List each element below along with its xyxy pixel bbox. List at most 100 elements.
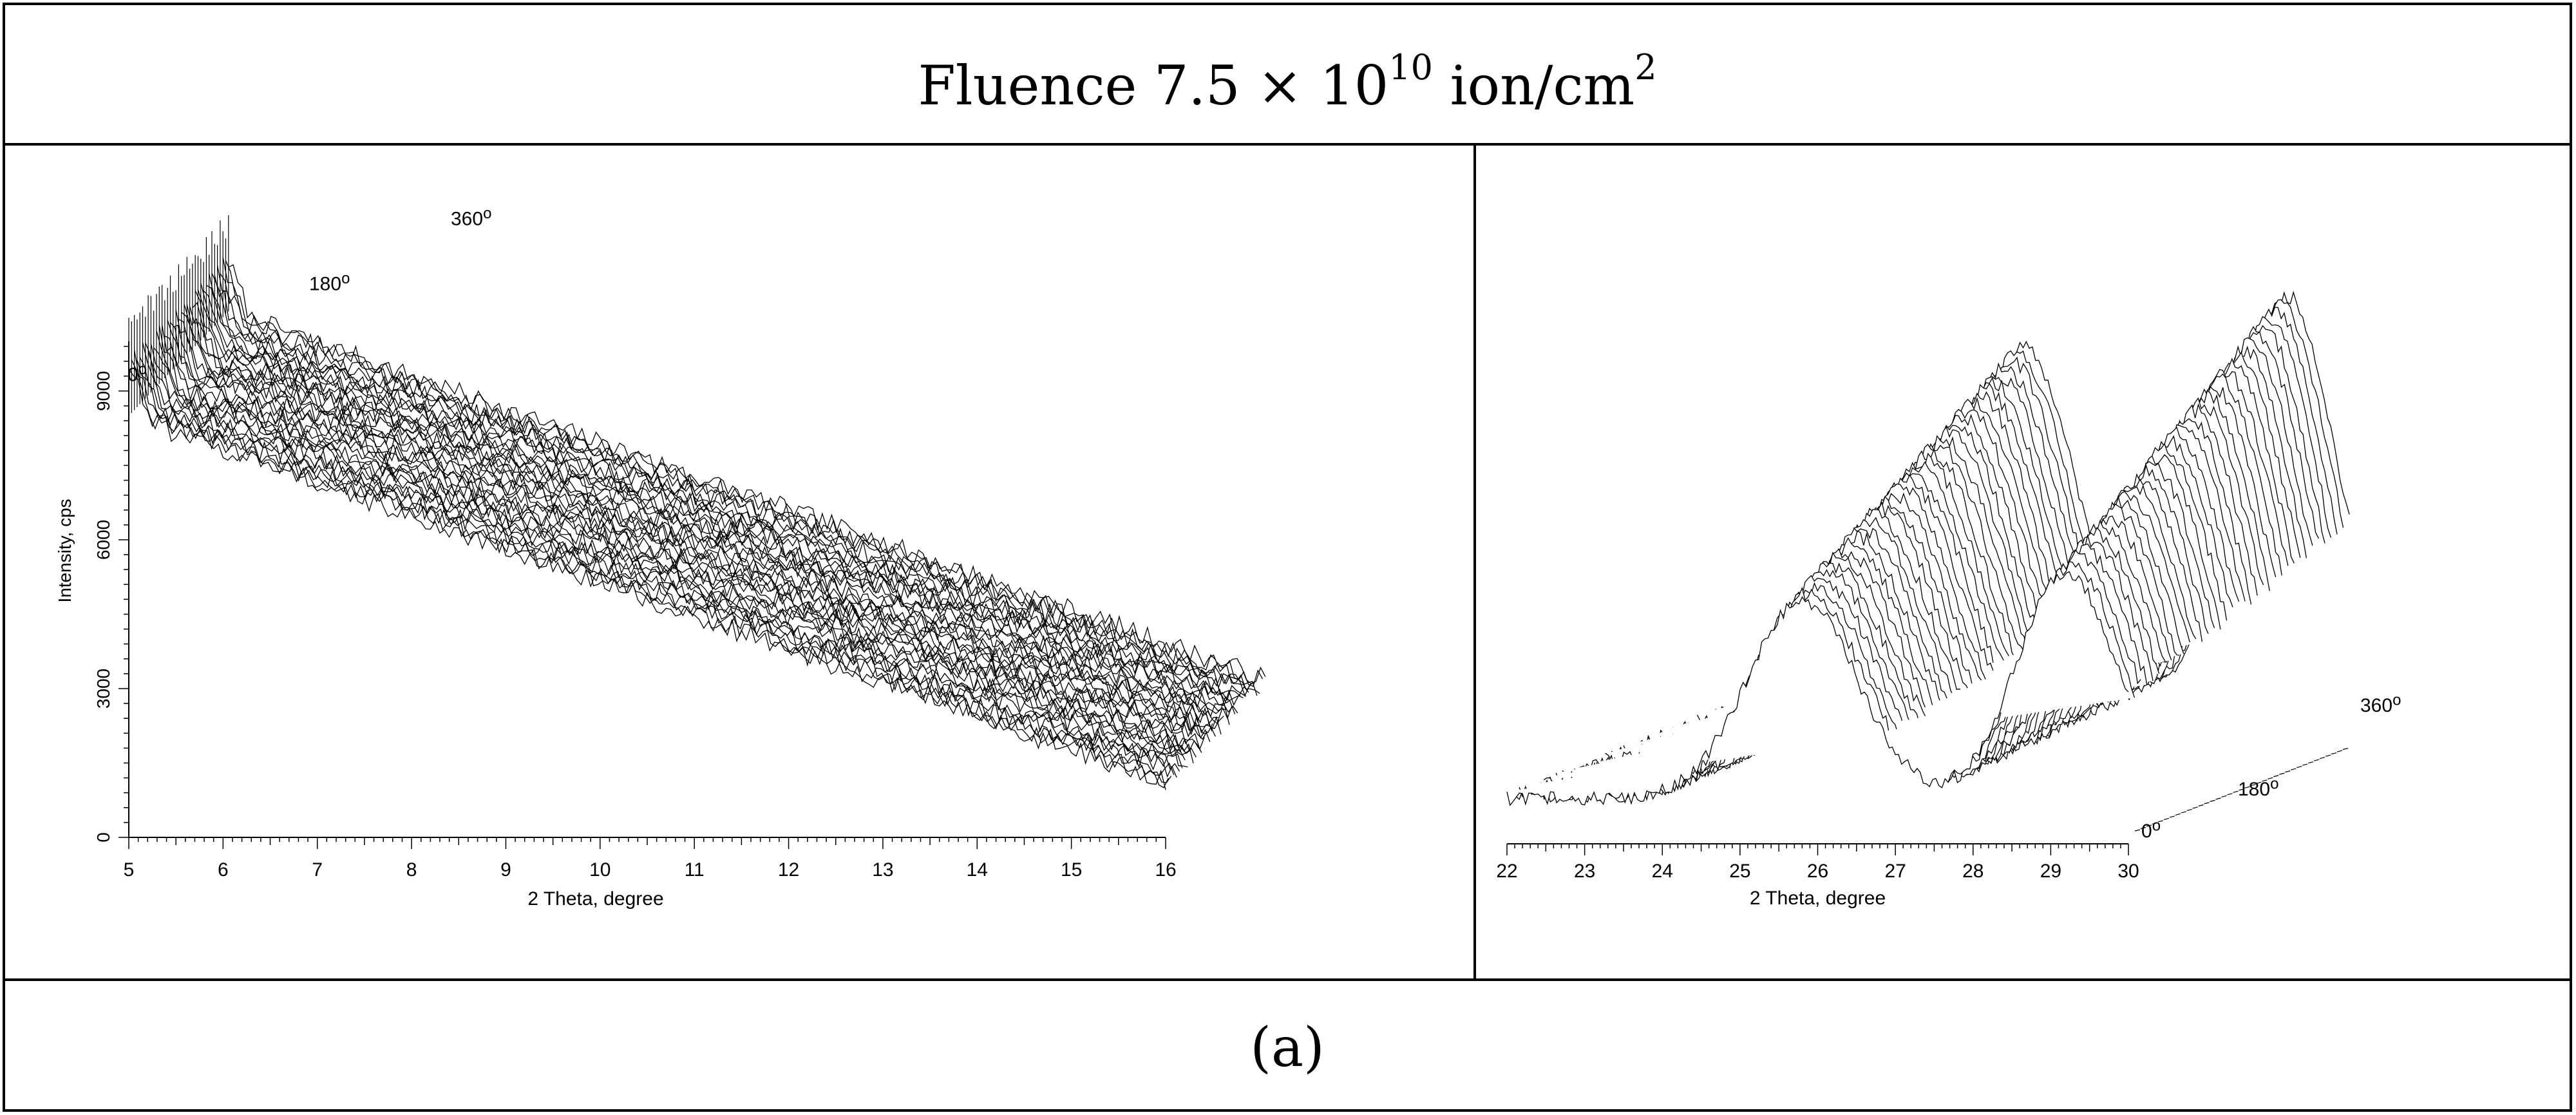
left-x-tick-label: 9 [500, 859, 511, 881]
right-depth-tick [2239, 788, 2244, 791]
left-y-tick-label: 6000 [93, 520, 113, 560]
left-labels: 5 6 7 8 9 10 11 12 13 14 15 16 0 3000 6000 9000 2 Theta,… [58, 205, 1177, 910]
left-x-tick-label: 6 [218, 859, 229, 881]
right-x-axis-label: 2 Theta, degree [1750, 888, 1886, 909]
left-depth-label-0: 0o [128, 361, 147, 386]
right-depth-tick [2221, 795, 2227, 797]
left-series-line [142, 342, 1180, 772]
left-series-line [206, 285, 1244, 707]
left-series-line [131, 359, 1169, 788]
footer-divider [5, 978, 2570, 981]
right-x-tick-label: 29 [2040, 861, 2061, 882]
left-x-tick-label: 14 [967, 859, 988, 881]
right-depth-tick [2157, 820, 2164, 823]
left-x-tick-label: 10 [589, 859, 611, 881]
left-series-line [128, 368, 1166, 790]
right-depth-tick [2319, 757, 2325, 759]
right-depth-tick [2198, 804, 2204, 806]
right-depth-tick [2291, 768, 2297, 770]
left-x-axis-label: 2 Theta, degree [527, 888, 663, 910]
right-depth-label-180: 180o [2238, 776, 2278, 801]
left-series-line [186, 304, 1224, 730]
left-x-tick-label: 16 [1155, 859, 1176, 881]
figure-title: Fluence 7.5 × 1010 ion/cm2 [918, 47, 1657, 117]
right-x-tick-label: 25 [1729, 861, 1750, 882]
chart-left-waterfall: 5 6 7 8 9 10 11 12 13 14 15 16 0 3000 6000 9000 2 Theta,… [58, 205, 1266, 910]
left-y-axis-label: Intensity, cps [58, 499, 75, 602]
right-depth-tick [2169, 815, 2175, 818]
left-x-tick-label: 13 [872, 859, 893, 881]
right-depth-label-0: 0o [2141, 817, 2161, 843]
left-series-group [128, 215, 1266, 790]
left-series-line [211, 272, 1249, 696]
right-depth-tick [2146, 824, 2152, 827]
right-x-tick-label: 30 [2117, 861, 2139, 882]
left-series-line [225, 260, 1264, 687]
right-depth-tick [2204, 802, 2210, 805]
left-series-line [153, 347, 1191, 757]
left-series-line [203, 290, 1241, 704]
right-depth-tick [2192, 806, 2198, 809]
left-y-tick-label: 3000 [93, 669, 113, 709]
right-depth-tick [2297, 766, 2302, 768]
right-depth-tick [2250, 784, 2256, 786]
left-x-tick-label: 7 [312, 859, 323, 881]
right-depth-tick [2279, 772, 2285, 775]
right-x-tick-label: 23 [1574, 861, 1595, 882]
left-series-line [167, 319, 1205, 751]
right-depth-tick [2313, 759, 2320, 761]
right-x-tick-label: 27 [1884, 861, 1906, 882]
right-x-tick-label: 26 [1807, 861, 1828, 882]
chart-right-waterfall: 22 23 24 25 26 27 28 29 30 2 Theta, degree 0o 180o 3… [1496, 291, 2401, 910]
right-labels: 22 23 24 25 26 27 28 29 30 2 Theta, degree 0o 180o 3… [1496, 692, 2401, 910]
left-series-line [133, 350, 1172, 783]
right-depth-tick [2325, 754, 2331, 757]
left-series-line [178, 319, 1216, 737]
left-series-line [222, 257, 1260, 694]
left-series-line [184, 304, 1222, 735]
left-series-line [173, 325, 1211, 742]
left-series-line [147, 351, 1186, 761]
right-depth-tick [2233, 790, 2239, 793]
right-depth-tick [2140, 826, 2146, 830]
left-depth-label-360: 360o [451, 205, 491, 230]
right-depth-tick [2134, 829, 2141, 832]
left-series-line [139, 357, 1177, 778]
right-series-line [1506, 571, 2129, 806]
left-axes [118, 341, 1166, 849]
left-series-line [209, 274, 1247, 701]
left-x-tick-label: 15 [1061, 859, 1082, 881]
right-depth-tick [2285, 770, 2291, 773]
right-depth-tick [2186, 808, 2192, 811]
left-series-line [197, 289, 1236, 714]
left-series-line [137, 359, 1175, 776]
right-x-tick-label: 24 [1652, 861, 1673, 882]
right-depth-tick [2342, 748, 2349, 750]
right-depth-tick [2331, 752, 2337, 755]
left-series-line [214, 275, 1252, 691]
left-series-line [161, 325, 1200, 753]
right-depth-tick [2302, 763, 2308, 766]
right-x-tick-label: 22 [1496, 861, 1517, 882]
left-series-line [150, 343, 1188, 768]
right-depth-tick [2273, 775, 2279, 777]
right-depth-tick [2163, 817, 2169, 821]
right-depth-tick [2256, 781, 2262, 784]
right-depth-tick [2307, 761, 2314, 764]
panel-divider [1473, 143, 1476, 981]
title-divider [5, 143, 2570, 146]
left-depth-label-180: 180o [309, 270, 350, 295]
left-series-line [145, 343, 1183, 768]
right-depth-tick [2215, 797, 2221, 800]
right-depth-tick [2175, 813, 2181, 816]
figure-frame: Fluence 7.5 × 1010 ion/cm2 (a) [3, 3, 2572, 1112]
right-depth-tick [2268, 777, 2273, 779]
right-axes [1506, 748, 2349, 855]
left-y-tick-label: 0 [93, 832, 113, 843]
left-x-tick-label: 8 [406, 859, 417, 881]
right-depth-tick [2262, 779, 2268, 782]
right-depth-tick [2152, 822, 2158, 825]
left-x-tick-label: 5 [124, 859, 135, 881]
left-series-line [164, 336, 1202, 753]
left-x-tick-label: 11 [685, 859, 705, 881]
